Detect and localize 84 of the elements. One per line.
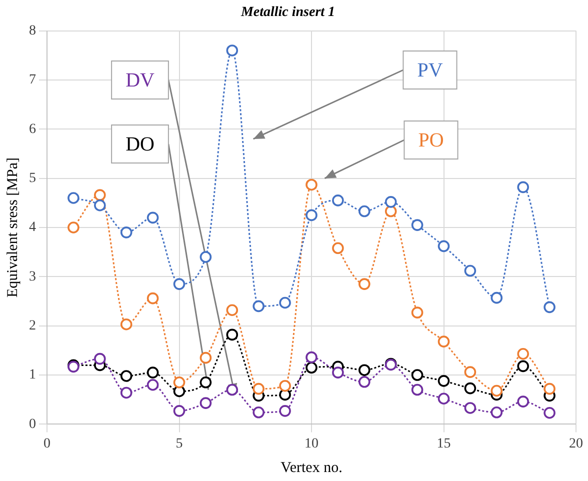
point (306, 178, 318, 191)
point (384, 196, 397, 208)
point (120, 370, 132, 382)
y-tick-label: 3 (29, 269, 36, 284)
x-tick-label: 20 (569, 436, 583, 452)
point (517, 348, 529, 360)
text: PO (418, 129, 444, 152)
point (200, 352, 212, 364)
point (411, 219, 424, 231)
point (384, 205, 397, 218)
x-tick-label: 5 (176, 436, 183, 452)
point (517, 396, 529, 408)
point (332, 366, 344, 378)
point (226, 304, 238, 316)
point (411, 384, 424, 396)
y-tick-label: 5 (29, 170, 36, 186)
point (94, 352, 106, 365)
point (358, 364, 370, 376)
point (146, 212, 159, 224)
point (252, 406, 264, 418)
point (68, 192, 80, 204)
point (411, 306, 424, 318)
point (332, 194, 344, 206)
point (464, 366, 476, 378)
y-tick-label: 7 (29, 72, 36, 88)
point (68, 222, 80, 234)
point (94, 199, 106, 212)
point (464, 264, 476, 277)
point (120, 386, 132, 399)
point (411, 369, 424, 381)
point (200, 397, 212, 409)
point (490, 292, 503, 304)
point (332, 242, 344, 254)
point (120, 318, 132, 330)
point (358, 205, 370, 218)
point (306, 209, 318, 222)
point (490, 406, 503, 418)
point (279, 405, 291, 417)
y-tick-label: 6 (29, 122, 36, 137)
point (226, 44, 238, 56)
point (279, 296, 291, 309)
point (146, 292, 159, 304)
y-tick-label: 8 (29, 23, 36, 38)
x-tick-label: 0 (44, 436, 50, 452)
point (438, 375, 450, 387)
chart-title: Metallic insert 1 (240, 5, 336, 20)
point (146, 378, 159, 391)
point (544, 406, 556, 419)
point (490, 384, 503, 397)
x-tick-label: 15 (436, 436, 451, 452)
point (173, 376, 186, 388)
point (252, 300, 264, 312)
point (358, 278, 370, 290)
y-tick-label: 0 (29, 416, 36, 432)
text: DV (126, 69, 155, 92)
point (464, 382, 476, 394)
text: DO (126, 133, 154, 156)
point (306, 351, 318, 364)
point (517, 181, 529, 194)
y-tick-label: 4 (29, 220, 36, 236)
x-tick-label: 10 (304, 436, 318, 452)
text: PV (417, 59, 444, 82)
point (94, 189, 106, 201)
point (173, 405, 186, 417)
point (173, 278, 186, 290)
point (252, 382, 264, 395)
point (517, 360, 529, 372)
point (226, 328, 238, 341)
y-axis-title: Equivalent sress [MPa] (4, 158, 21, 298)
point (438, 240, 450, 252)
point (464, 402, 476, 414)
point (120, 226, 132, 238)
point (306, 362, 318, 374)
point (438, 392, 450, 405)
point (438, 336, 450, 348)
point (358, 376, 370, 388)
point (544, 301, 556, 314)
point (279, 380, 291, 392)
y-tick-label: 2 (29, 318, 36, 334)
point (544, 382, 556, 395)
point (146, 366, 159, 378)
x-axis-title: Vertex no. (280, 460, 342, 476)
y-tick-label: 1 (29, 368, 36, 383)
point (200, 251, 212, 263)
